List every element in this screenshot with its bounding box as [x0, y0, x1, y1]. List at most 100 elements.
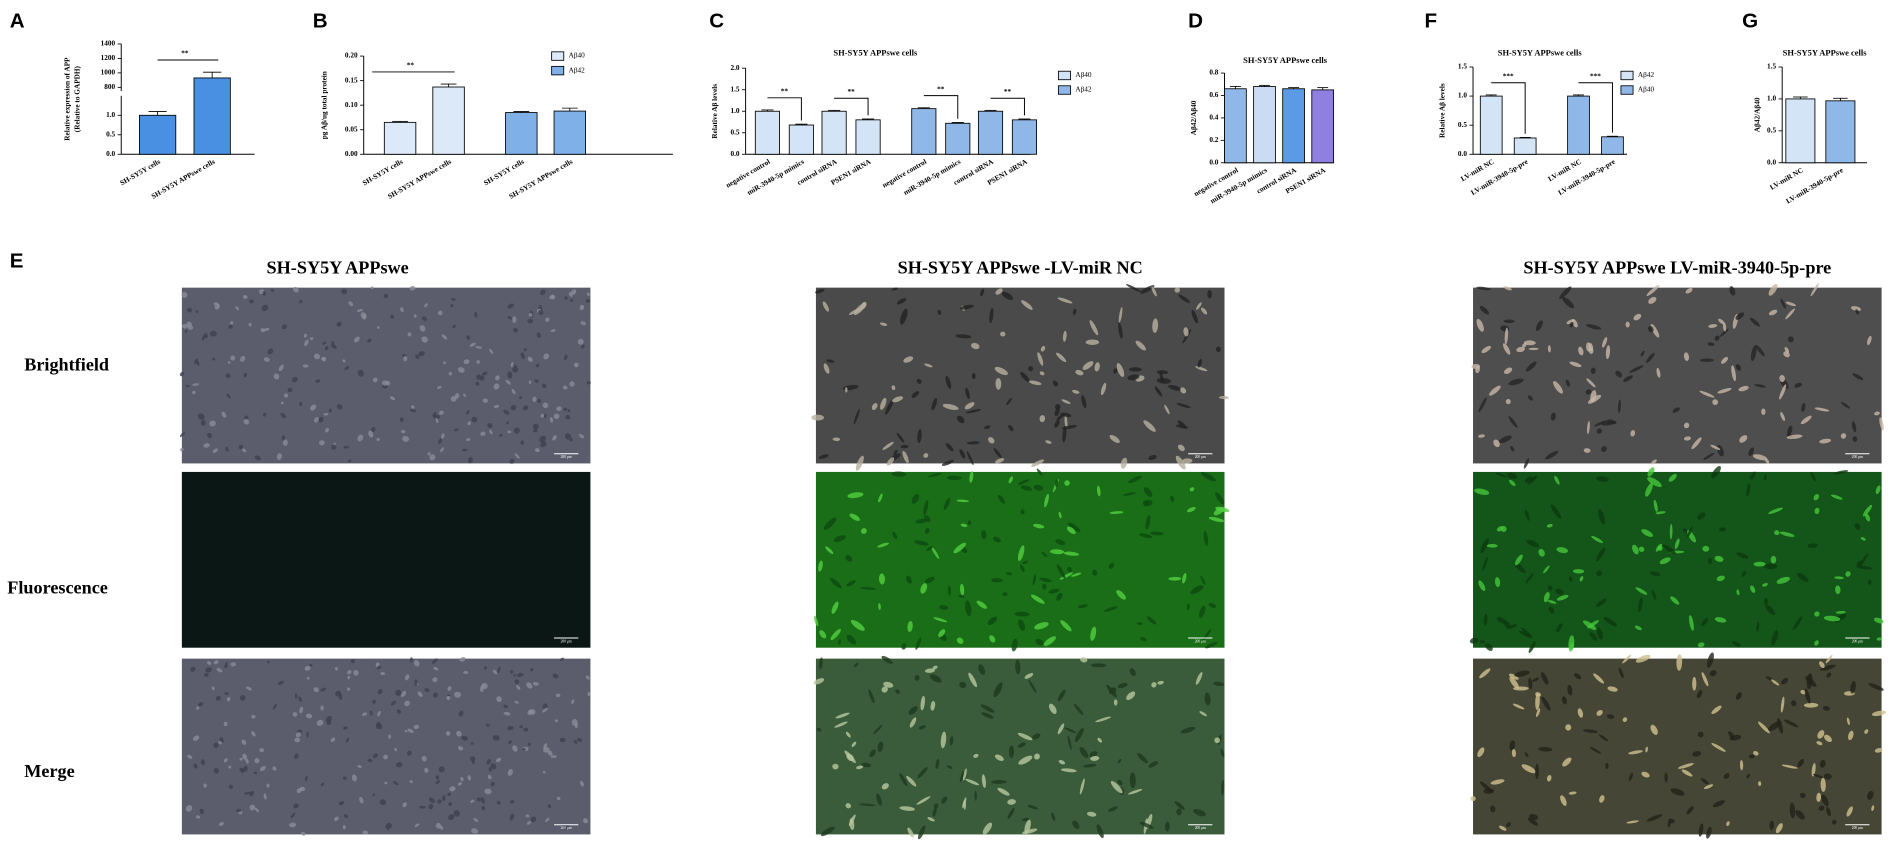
cell — [1020, 509, 1025, 515]
bar — [193, 77, 231, 155]
cell — [1538, 548, 1545, 557]
cell — [850, 619, 865, 631]
cell — [488, 766, 493, 772]
cell — [1826, 672, 1832, 678]
cell — [223, 721, 228, 727]
cell — [1126, 284, 1141, 293]
cell — [899, 806, 915, 811]
cell — [1490, 779, 1505, 785]
cell — [267, 660, 270, 664]
cell — [283, 393, 289, 398]
cell — [1835, 585, 1841, 595]
cell — [1221, 779, 1225, 796]
cell — [1058, 759, 1066, 765]
cell — [1182, 573, 1187, 584]
cell — [1871, 805, 1875, 811]
panel-label: F — [1425, 10, 1438, 33]
cell — [1632, 544, 1639, 555]
cell — [1056, 592, 1063, 601]
cell — [1635, 587, 1648, 595]
cell — [1811, 762, 1816, 777]
cell — [1702, 545, 1710, 552]
cell — [945, 375, 952, 389]
cell — [1075, 369, 1084, 376]
cell — [1618, 399, 1621, 414]
cell — [1058, 511, 1062, 519]
cell — [959, 681, 967, 688]
cell — [959, 770, 965, 783]
cell — [1860, 537, 1866, 541]
cell — [263, 357, 270, 362]
cell — [212, 448, 218, 453]
cell — [868, 689, 875, 704]
cell — [1007, 799, 1016, 805]
cell — [1683, 422, 1690, 429]
cell — [1017, 479, 1030, 485]
cell — [467, 775, 471, 781]
micrograph — [813, 655, 1225, 840]
cell — [324, 345, 329, 351]
cell — [1067, 566, 1072, 573]
cell — [988, 437, 995, 444]
cell — [1508, 673, 1519, 680]
cell — [1622, 717, 1628, 722]
cell — [1208, 516, 1225, 523]
cell — [179, 432, 186, 437]
y-tick-label: 0.0 — [106, 150, 115, 158]
cell — [480, 684, 484, 693]
cell — [526, 682, 533, 689]
y-axis-label: Aβ42/Aβ40 — [1190, 100, 1198, 135]
cell — [413, 314, 417, 318]
cell — [1797, 572, 1809, 582]
cell — [1795, 810, 1805, 820]
cell — [299, 299, 303, 304]
cell — [239, 695, 246, 701]
cell — [993, 448, 1002, 459]
cell — [825, 546, 834, 555]
cell — [1785, 308, 1795, 320]
cell — [1096, 485, 1101, 497]
cell — [845, 555, 853, 562]
scale-bar-label: 200 μm — [1852, 826, 1863, 830]
cell — [435, 780, 441, 785]
cell — [294, 693, 298, 699]
cell — [964, 402, 975, 410]
cell — [417, 691, 423, 697]
cell — [522, 405, 529, 411]
cell — [516, 685, 521, 690]
cell — [424, 767, 429, 773]
cell — [1513, 686, 1529, 691]
cell — [496, 696, 502, 703]
cell — [939, 605, 949, 610]
cell — [1810, 283, 1819, 297]
cell — [914, 674, 920, 681]
cell — [1072, 389, 1080, 394]
cell — [235, 306, 239, 311]
cell — [1031, 459, 1045, 467]
cell — [1474, 488, 1490, 495]
cell — [484, 788, 492, 795]
cell — [342, 825, 346, 830]
cell — [1521, 764, 1536, 774]
cell — [1027, 805, 1039, 810]
cell — [1039, 371, 1045, 376]
cell — [356, 308, 364, 312]
cell — [1177, 420, 1187, 428]
cell — [949, 736, 954, 746]
cell — [1824, 734, 1832, 743]
cell — [471, 759, 475, 765]
cell — [427, 452, 431, 456]
cell — [1593, 673, 1605, 684]
x-tick-label: SH-SY5Y cells — [119, 158, 162, 188]
cell — [1020, 485, 1033, 491]
cell — [1120, 457, 1128, 469]
cell — [860, 762, 872, 768]
cell — [1823, 615, 1841, 622]
cell — [1630, 430, 1636, 437]
cell — [569, 299, 574, 302]
cell — [1116, 590, 1126, 600]
cell — [1712, 399, 1719, 406]
cell — [1213, 681, 1225, 687]
cell — [562, 385, 568, 390]
cell — [1717, 387, 1732, 394]
